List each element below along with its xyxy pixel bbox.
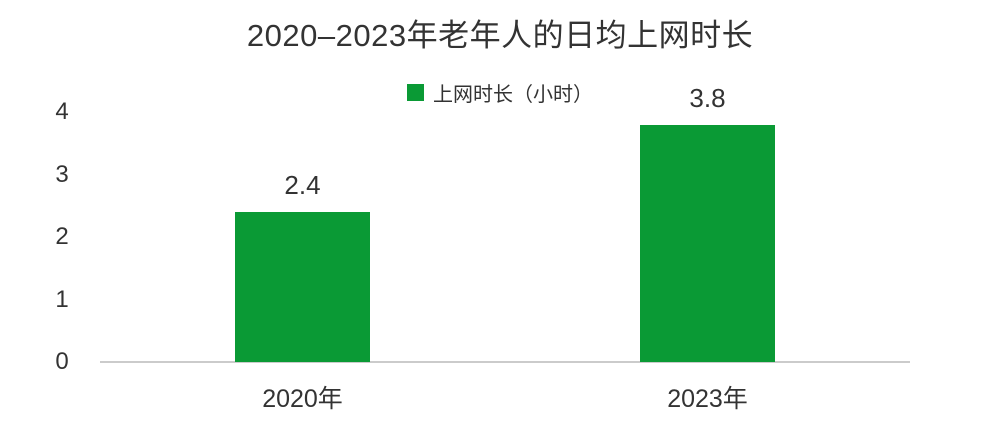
legend-swatch-icon (407, 84, 424, 101)
y-axis-tick-label: 0 (55, 348, 69, 375)
bar-2023年 (640, 124, 775, 362)
y-axis-tick-label: 1 (55, 285, 69, 313)
bar-2020年 (235, 212, 370, 362)
bar-value-label: 2.4 (284, 170, 321, 200)
y-axis-tick-label: 4 (55, 98, 69, 125)
chart-title: 2020–2023年老年人的日均上网时长 (246, 18, 754, 53)
bar-value-label: 3.8 (689, 82, 726, 113)
chart-legend: 上网时长（小时） (0, 78, 1000, 107)
legend-label: 上网时长（小时） (433, 84, 593, 106)
x-axis-line (100, 361, 910, 363)
y-axis-tick-label: 3 (55, 160, 69, 188)
x-axis-category-label: 2023年 (667, 385, 748, 413)
x-axis-category-label: 2020年 (262, 385, 343, 413)
y-axis-tick-label: 2 (55, 223, 69, 250)
